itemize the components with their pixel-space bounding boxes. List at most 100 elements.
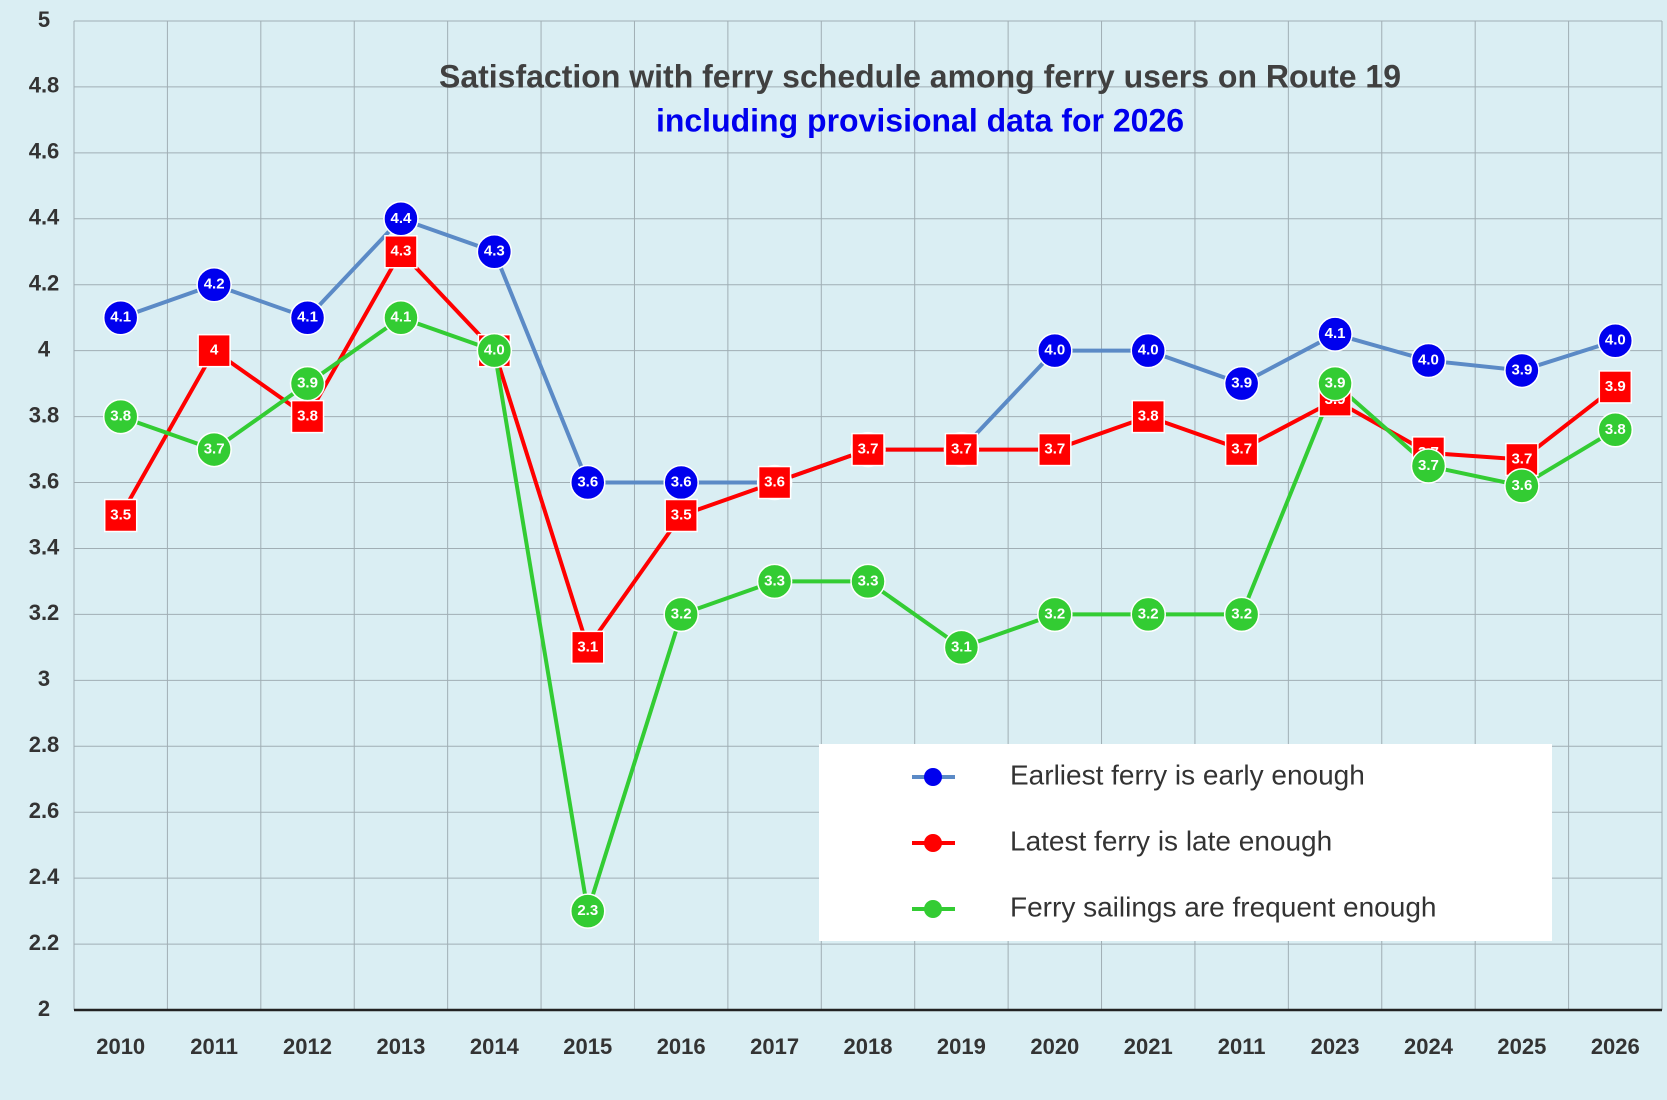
point [1223, 596, 1260, 633]
data-label: 3.9 [1231, 375, 1252, 392]
legend: Earliest ferry is early enough Latest fer… [819, 744, 1552, 941]
point [757, 465, 792, 500]
data-label: 3.7 [1418, 457, 1439, 474]
x-tick-label: 2023 [1311, 1034, 1360, 1059]
data-label: 3.7 [858, 441, 879, 458]
point [1597, 412, 1634, 448]
y-tick-label: 3.8 [29, 402, 60, 427]
data-label: 3.7 [204, 441, 225, 458]
y-tick-label: 5 [38, 7, 50, 32]
y-tick-label: 2.2 [29, 930, 60, 955]
point [196, 431, 232, 468]
x-tick-label: 2011 [1218, 1034, 1266, 1059]
point [102, 398, 139, 435]
data-label: 3.7 [951, 441, 972, 458]
point [1317, 316, 1353, 352]
point [476, 234, 513, 270]
y-tick-label: 2.6 [29, 798, 60, 823]
legend-label: Latest ferry is late enough [1010, 825, 1332, 856]
legend-marker [924, 768, 942, 786]
data-label: 3.9 [1325, 375, 1346, 392]
data-label: 3.7 [1231, 441, 1252, 458]
point [1037, 596, 1073, 633]
data-label: 4.2 [204, 276, 225, 293]
data-label: 3.6 [671, 474, 692, 491]
point [103, 498, 138, 533]
point [289, 299, 326, 336]
point [1224, 432, 1259, 467]
x-tick-label: 2016 [657, 1034, 706, 1059]
point [570, 893, 606, 929]
point [102, 299, 139, 336]
data-label: 4.0 [1044, 342, 1065, 359]
data-label: 3.5 [671, 506, 692, 523]
point [1130, 332, 1166, 369]
point [850, 563, 886, 600]
data-label: 4.3 [391, 243, 412, 260]
point [1037, 332, 1073, 369]
legend-label: Earliest ferry is early enough [1010, 759, 1365, 790]
data-label: 4.1 [1325, 325, 1346, 342]
chart-title: Satisfaction with ferry schedule among f… [439, 58, 1401, 94]
data-label: 4.1 [391, 309, 412, 326]
chart-subtitle: including provisional data for 2026 [656, 102, 1184, 138]
data-label: 3.2 [1044, 605, 1065, 622]
x-tick-label: 2013 [376, 1034, 425, 1059]
data-label: 4 [210, 342, 219, 359]
data-label: 3.8 [1605, 421, 1626, 438]
point [1038, 432, 1072, 467]
legend-label: Ferry sailings are frequent enough [1010, 891, 1436, 922]
x-tick-label: 2010 [96, 1034, 145, 1059]
data-label: 4.3 [484, 243, 505, 260]
data-label: 3.2 [671, 605, 692, 622]
data-label: 3.7 [1511, 450, 1532, 467]
x-tick-label: 2018 [844, 1034, 893, 1059]
point [663, 596, 699, 633]
data-label: 3.6 [577, 474, 598, 491]
y-tick-label: 4.8 [29, 73, 60, 98]
point [1317, 365, 1353, 402]
data-label: 3.7 [1044, 441, 1065, 458]
point [383, 299, 419, 336]
point [197, 333, 231, 368]
y-tick-label: 4 [38, 336, 51, 361]
y-tick-label: 4.2 [29, 271, 60, 296]
data-label: 4.0 [1605, 332, 1626, 349]
point [1130, 596, 1166, 633]
point [1223, 365, 1260, 402]
data-label: 4.0 [484, 342, 505, 359]
data-label: 2.3 [577, 902, 598, 919]
data-label: 3.8 [1138, 408, 1159, 425]
data-label: 3.8 [110, 408, 131, 425]
data-label: 4.1 [297, 309, 318, 326]
data-label: 3.9 [1511, 361, 1532, 378]
y-tick-label: 3.2 [29, 600, 60, 625]
data-label: 3.6 [764, 474, 785, 491]
x-tick-label: 2015 [563, 1034, 612, 1059]
data-label: 4.0 [1138, 342, 1159, 359]
data-label: 3.1 [951, 638, 972, 655]
marks: 4.1 4.2 4.1 4.4 4.3 3.6 3.6 3.6 3.7 3.7 4.0 4.0 3.9 4… [102, 201, 1634, 929]
data-label: 3.5 [110, 506, 131, 523]
x-tick-label: 2014 [470, 1034, 520, 1059]
legend-marker [924, 900, 942, 918]
point [1131, 399, 1165, 434]
point [1504, 352, 1540, 389]
y-tick-label: 2 [38, 996, 50, 1021]
data-label: 3.8 [297, 408, 318, 425]
point [1504, 468, 1540, 504]
point [1410, 448, 1447, 484]
x-tick-label: 2025 [1497, 1034, 1546, 1059]
point [571, 630, 605, 665]
x-tick-label: 2026 [1591, 1034, 1640, 1059]
point [476, 332, 513, 369]
point [1598, 370, 1633, 404]
point [851, 432, 885, 467]
y-tick-label: 3.4 [29, 534, 60, 559]
data-label: 3.2 [1231, 605, 1252, 622]
point [944, 432, 979, 467]
x-tick-label: 2012 [283, 1034, 332, 1059]
x-tick-label: 2021 [1124, 1034, 1173, 1059]
y-tick-label: 2.8 [29, 732, 60, 757]
y-tick-label: 4.6 [29, 139, 60, 164]
